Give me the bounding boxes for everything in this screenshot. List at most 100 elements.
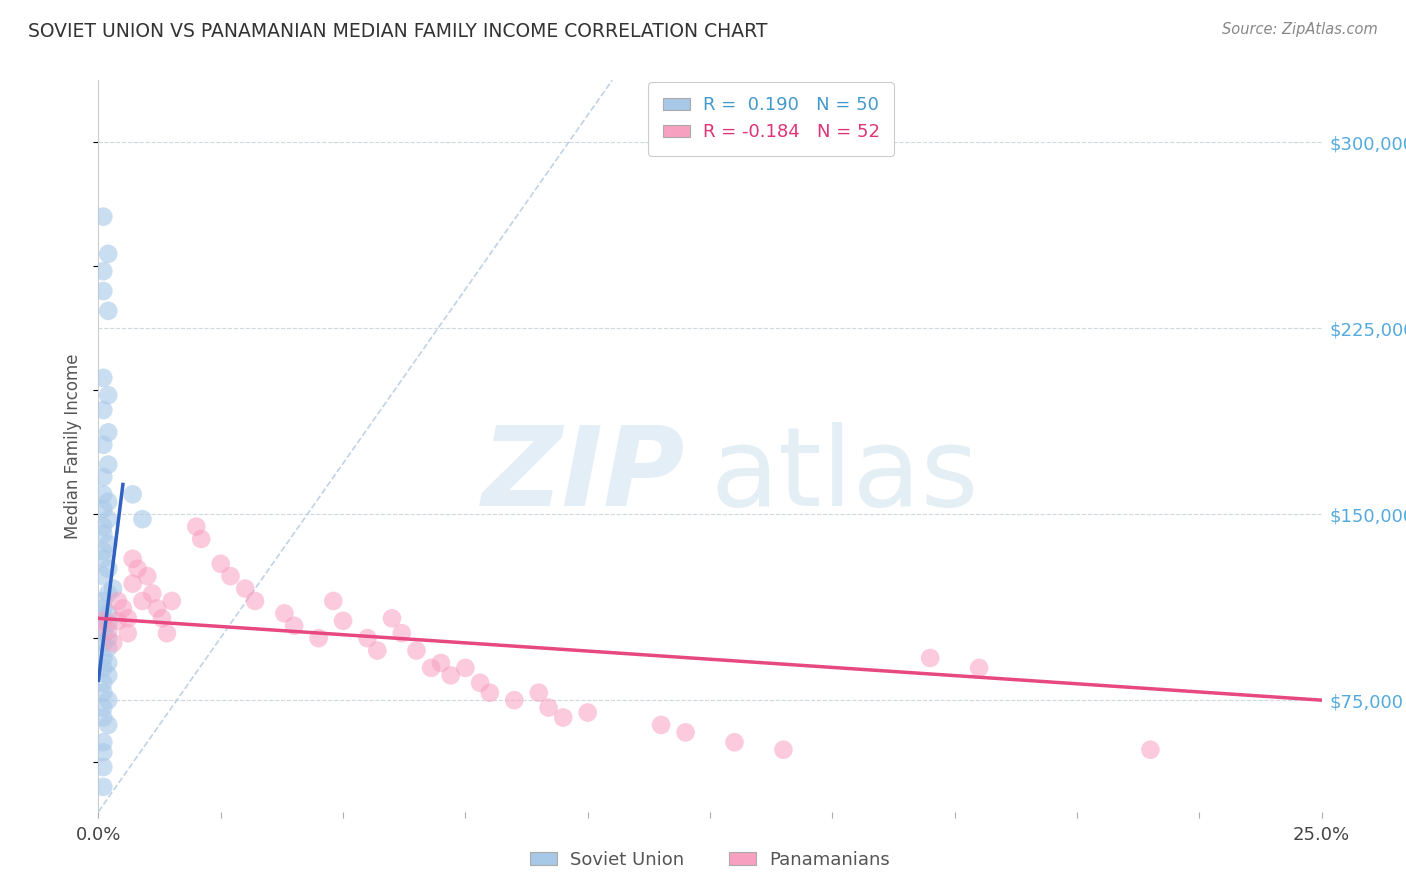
Point bbox=[127, 562, 149, 576]
Point bbox=[91, 487, 114, 501]
Point bbox=[101, 582, 124, 596]
Point bbox=[111, 601, 134, 615]
Point bbox=[233, 582, 256, 596]
Text: SOVIET UNION VS PANAMANIAN MEDIAN FAMILY INCOME CORRELATION CHART: SOVIET UNION VS PANAMANIAN MEDIAN FAMILY… bbox=[28, 22, 768, 41]
Point bbox=[186, 519, 208, 533]
Point bbox=[468, 675, 491, 690]
Point bbox=[91, 745, 114, 759]
Point bbox=[91, 284, 114, 298]
Point bbox=[117, 626, 139, 640]
Point bbox=[97, 586, 120, 600]
Point bbox=[391, 626, 413, 640]
Point bbox=[675, 725, 697, 739]
Point bbox=[121, 576, 143, 591]
Point bbox=[97, 512, 120, 526]
Point bbox=[97, 247, 120, 261]
Point bbox=[91, 371, 114, 385]
Point bbox=[91, 651, 114, 665]
Point bbox=[97, 656, 120, 670]
Point bbox=[91, 403, 114, 417]
Point bbox=[97, 607, 120, 621]
Point bbox=[723, 735, 745, 749]
Point bbox=[97, 495, 120, 509]
Point bbox=[650, 718, 672, 732]
Point bbox=[97, 668, 120, 682]
Point bbox=[381, 611, 404, 625]
Point bbox=[190, 532, 212, 546]
Point bbox=[97, 537, 120, 551]
Point bbox=[97, 458, 120, 472]
Point bbox=[150, 611, 173, 625]
Point bbox=[91, 700, 114, 714]
Point bbox=[97, 624, 120, 638]
Point bbox=[503, 693, 526, 707]
Point bbox=[527, 686, 550, 700]
Point bbox=[576, 706, 599, 720]
Point bbox=[273, 607, 295, 621]
Point bbox=[91, 470, 114, 484]
Point bbox=[243, 594, 266, 608]
Point bbox=[91, 710, 114, 724]
Point bbox=[91, 438, 114, 452]
Point bbox=[553, 710, 575, 724]
Point bbox=[97, 641, 120, 656]
Point bbox=[107, 594, 129, 608]
Point bbox=[322, 594, 344, 608]
Point bbox=[91, 210, 114, 224]
Point bbox=[91, 527, 114, 541]
Point bbox=[537, 700, 560, 714]
Point bbox=[141, 586, 163, 600]
Point bbox=[283, 619, 305, 633]
Point bbox=[356, 631, 378, 645]
Point bbox=[1139, 743, 1161, 757]
Point bbox=[91, 686, 114, 700]
Y-axis label: Median Family Income: Median Family Income bbox=[65, 353, 83, 539]
Text: ZIP: ZIP bbox=[482, 422, 686, 529]
Point bbox=[91, 780, 114, 794]
Point bbox=[91, 636, 114, 650]
Point bbox=[366, 643, 388, 657]
Point bbox=[920, 651, 942, 665]
Point bbox=[131, 512, 153, 526]
Point bbox=[91, 661, 114, 675]
Point bbox=[97, 562, 120, 576]
Point bbox=[91, 264, 114, 278]
Point bbox=[97, 631, 120, 645]
Text: atlas: atlas bbox=[710, 422, 979, 529]
Point bbox=[136, 569, 159, 583]
Point bbox=[156, 626, 179, 640]
Point bbox=[91, 614, 114, 628]
Point bbox=[131, 594, 153, 608]
Point bbox=[97, 718, 120, 732]
Point bbox=[91, 569, 114, 583]
Point bbox=[91, 502, 114, 516]
Point bbox=[160, 594, 183, 608]
Point bbox=[332, 614, 354, 628]
Point bbox=[97, 616, 120, 631]
Point bbox=[97, 304, 120, 318]
Point bbox=[121, 551, 143, 566]
Legend: Soviet Union, Panamanians: Soviet Union, Panamanians bbox=[523, 844, 897, 876]
Point bbox=[146, 601, 169, 615]
Point bbox=[430, 656, 453, 670]
Point bbox=[91, 611, 114, 625]
Point bbox=[97, 425, 120, 440]
Point bbox=[91, 624, 114, 638]
Point bbox=[97, 693, 120, 707]
Point bbox=[91, 735, 114, 749]
Text: Source: ZipAtlas.com: Source: ZipAtlas.com bbox=[1222, 22, 1378, 37]
Point bbox=[91, 594, 114, 608]
Point bbox=[121, 487, 143, 501]
Point bbox=[967, 661, 990, 675]
Point bbox=[91, 675, 114, 690]
Point bbox=[219, 569, 242, 583]
Point bbox=[420, 661, 443, 675]
Point bbox=[91, 551, 114, 566]
Point bbox=[405, 643, 427, 657]
Point bbox=[97, 388, 120, 402]
Point bbox=[101, 636, 124, 650]
Point bbox=[91, 519, 114, 533]
Point bbox=[91, 601, 114, 615]
Point bbox=[454, 661, 477, 675]
Point bbox=[478, 686, 501, 700]
